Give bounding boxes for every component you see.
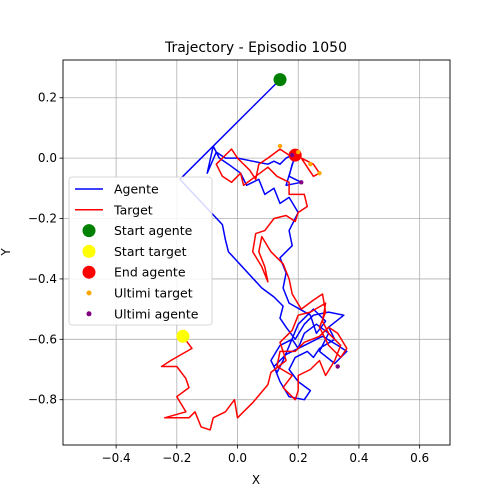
x-tick-label: −0.4	[102, 451, 131, 465]
y-tick-label: −0.4	[28, 272, 57, 286]
ultimi-agente-point	[299, 180, 304, 185]
ultimi-agente-point	[289, 152, 295, 158]
legend-start-agente-swatch	[82, 224, 96, 238]
legend-target-label: Target	[113, 202, 153, 217]
ultimi-target-point	[317, 171, 322, 176]
chart-title: Trajectory - Episodio 1050	[164, 40, 347, 56]
start-target-marker	[176, 329, 190, 343]
x-tick-label: −0.2	[162, 451, 191, 465]
ultimi-target-point	[296, 149, 301, 155]
y-tick-label: 0.2	[38, 91, 57, 105]
y-tick-label: −0.2	[28, 212, 57, 226]
legend-end-agente-swatch	[82, 265, 96, 279]
plot-area-frame	[62, 59, 451, 446]
x-tick-label: 0.4	[349, 451, 368, 465]
start-agente-marker	[273, 73, 287, 87]
legend-ultimi-agente-swatch	[86, 311, 92, 317]
legend-ultimi-target-swatch	[86, 290, 92, 296]
legend: Agente Target Start agente Start target End …	[68, 176, 213, 326]
y-tick-label: −0.8	[28, 393, 57, 407]
legend-start-target-label: Start target	[114, 244, 187, 259]
legend-ultimi-agente-label: Ultimi agente	[114, 306, 199, 321]
x-tick-label: 0.2	[289, 451, 308, 465]
ultimi-target-point	[277, 143, 283, 149]
ultimi-target-point	[308, 161, 313, 167]
legend-agente-label: Agente	[114, 182, 159, 197]
ultimi-agente-point	[335, 364, 340, 369]
y-tick-label: −0.6	[28, 332, 57, 346]
x-tick-label: 0.6	[410, 451, 429, 465]
x-axis-label: X	[252, 473, 260, 487]
target-line	[160, 148, 348, 431]
plot-series	[160, 73, 348, 431]
axis-ticks: −0.4 −0.2 0.0 0.2 0.4 0.6 0.2 0.0 −0.2 −0.4 −0.6 −0…	[28, 91, 429, 465]
y-tick-label: 0.0	[38, 151, 57, 165]
legend-start-agente-label: Start agente	[114, 223, 193, 238]
legend-end-agente-label: End agente	[114, 265, 186, 280]
legend-box	[68, 176, 213, 326]
legend-start-target-swatch	[82, 244, 96, 258]
legend-ultimi-target-label: Ultimi target	[114, 286, 193, 301]
x-tick-label: 0.0	[228, 451, 247, 465]
y-axis-label: Y	[0, 248, 13, 257]
agente-line	[179, 79, 348, 401]
